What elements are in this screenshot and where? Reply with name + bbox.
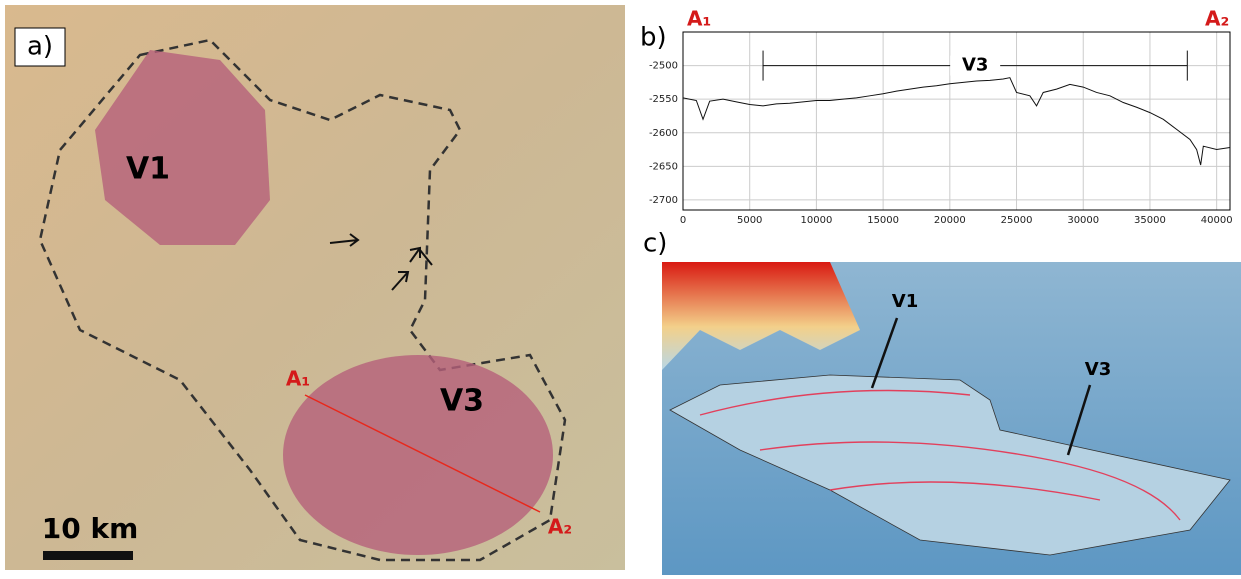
profile-start: A₁ (687, 7, 711, 31)
x-tick-label: 30000 (1067, 215, 1099, 226)
profile-end: A₂ (1205, 7, 1229, 31)
feature-label: V3 (440, 384, 484, 419)
profile-end: A₂ (548, 515, 572, 539)
profile-line (683, 78, 1230, 165)
x-tick-label: 0 (680, 215, 686, 226)
panel-label: a) (27, 32, 53, 62)
y-tick-label: -2550 (649, 94, 678, 105)
y-tick-label: -2500 (649, 61, 678, 72)
profile-start: A₁ (286, 367, 310, 391)
panel-label: c) (643, 229, 667, 259)
feature-label: V3 (1085, 359, 1111, 380)
feature-label: V1 (892, 291, 918, 312)
feature-label: V1 (126, 152, 170, 187)
figure: a) V1 V3 A₁ A₂ 10 km V1 V3 c) b) A₁ A₂ -… (0, 0, 1241, 575)
y-tick-label: -2600 (649, 128, 678, 139)
x-tick-label: 15000 (867, 215, 899, 226)
scale-bar (43, 551, 133, 560)
x-tick-label: 5000 (737, 215, 762, 226)
panel-label: b) (640, 23, 667, 53)
v3-area (283, 355, 553, 555)
y-tick-label: -2700 (649, 195, 678, 206)
x-tick-label: 10000 (801, 215, 833, 226)
span-label: V3 (962, 55, 988, 76)
x-tick-label: 20000 (934, 215, 966, 226)
x-tick-label: 35000 (1134, 215, 1166, 226)
x-tick-label: 40000 (1201, 215, 1233, 226)
x-tick-label: 25000 (1001, 215, 1033, 226)
scale-label: 10 km (42, 512, 139, 545)
y-tick-label: -2650 (649, 161, 678, 172)
